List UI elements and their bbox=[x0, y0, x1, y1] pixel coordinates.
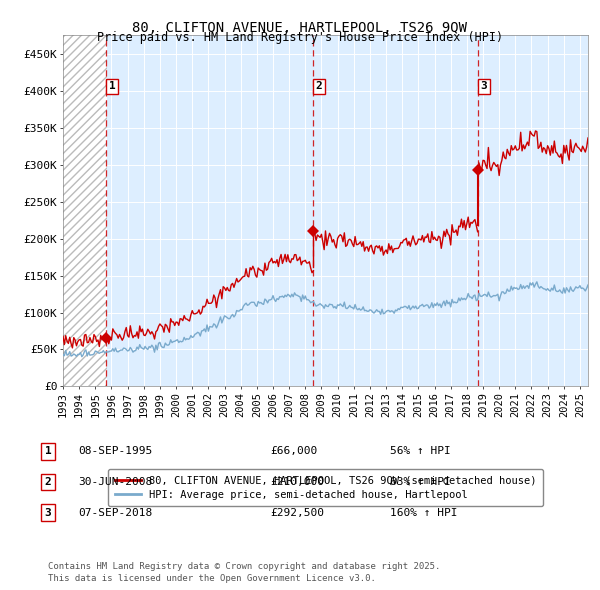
Bar bbox=[63, 35, 107, 386]
Text: 80, CLIFTON AVENUE, HARTLEPOOL, TS26 9QW: 80, CLIFTON AVENUE, HARTLEPOOL, TS26 9QW bbox=[133, 21, 467, 35]
Text: 07-SEP-2018: 07-SEP-2018 bbox=[78, 508, 152, 517]
Text: 08-SEP-1995: 08-SEP-1995 bbox=[78, 447, 152, 456]
Text: 30-JUN-2008: 30-JUN-2008 bbox=[78, 477, 152, 487]
Text: £210,000: £210,000 bbox=[270, 477, 324, 487]
Text: 2: 2 bbox=[316, 81, 323, 91]
Text: 1: 1 bbox=[44, 447, 52, 456]
Text: 56% ↑ HPI: 56% ↑ HPI bbox=[390, 447, 451, 456]
Text: £66,000: £66,000 bbox=[270, 447, 317, 456]
Text: 3: 3 bbox=[481, 81, 487, 91]
Text: 63% ↑ HPI: 63% ↑ HPI bbox=[390, 477, 451, 487]
Text: 3: 3 bbox=[44, 508, 52, 517]
Text: Contains HM Land Registry data © Crown copyright and database right 2025.
This d: Contains HM Land Registry data © Crown c… bbox=[48, 562, 440, 583]
Text: Price paid vs. HM Land Registry's House Price Index (HPI): Price paid vs. HM Land Registry's House … bbox=[97, 31, 503, 44]
Legend: 80, CLIFTON AVENUE, HARTLEPOOL, TS26 9QW (semi-detached house), HPI: Average pri: 80, CLIFTON AVENUE, HARTLEPOOL, TS26 9QW… bbox=[109, 469, 542, 506]
Text: 160% ↑ HPI: 160% ↑ HPI bbox=[390, 508, 458, 517]
Text: 2: 2 bbox=[44, 477, 52, 487]
Text: £292,500: £292,500 bbox=[270, 508, 324, 517]
Text: 1: 1 bbox=[109, 81, 116, 91]
